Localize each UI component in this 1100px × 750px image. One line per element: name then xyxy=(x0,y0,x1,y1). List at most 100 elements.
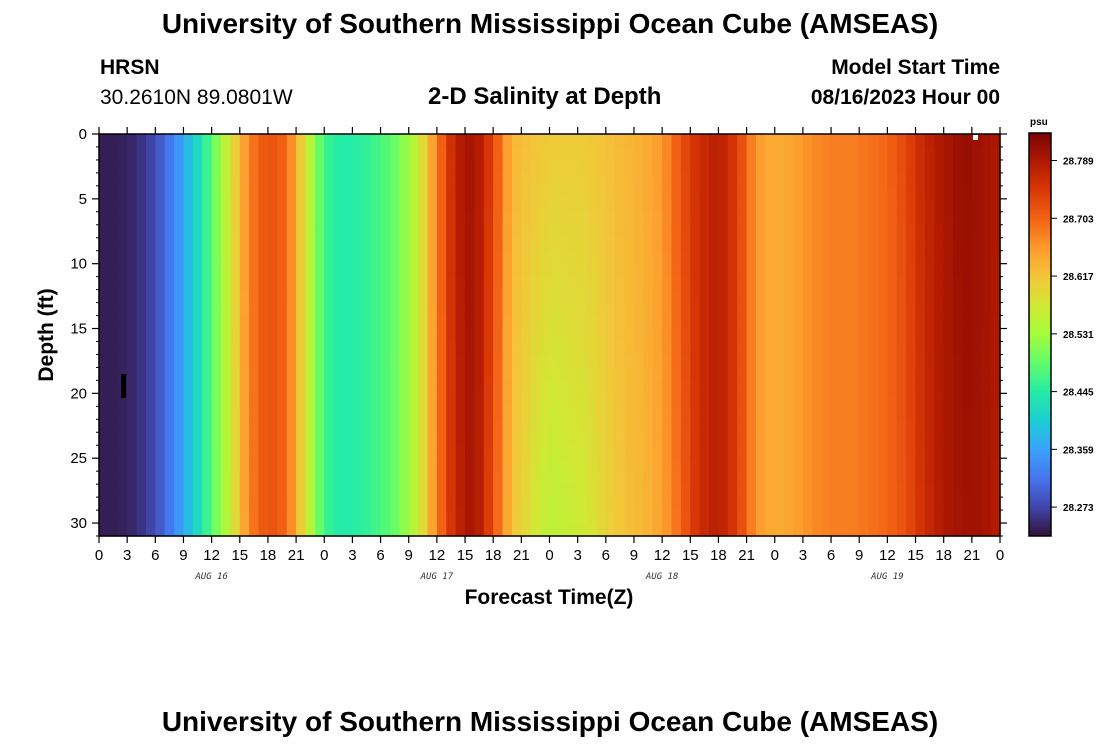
heatmap-cell xyxy=(774,185,785,200)
heatmap-cell xyxy=(511,432,522,446)
heatmap-cell xyxy=(915,185,926,200)
heatmap-cell xyxy=(465,302,476,317)
heatmap-cell xyxy=(962,289,973,304)
heatmap-cell xyxy=(990,237,1001,252)
heatmap-cell xyxy=(840,354,851,369)
heatmap-cell xyxy=(943,172,954,187)
heatmap-cell xyxy=(596,263,607,278)
heatmap-cell xyxy=(784,406,795,420)
heatmap-cell xyxy=(343,134,354,148)
heatmap-cell xyxy=(868,393,879,407)
heatmap-cell xyxy=(774,445,785,459)
heatmap-cell xyxy=(962,198,973,213)
heatmap-cell xyxy=(577,302,588,317)
heatmap-cell xyxy=(868,354,879,369)
heatmap-cell xyxy=(474,289,485,304)
heatmap-cell xyxy=(436,523,447,537)
heatmap-cell xyxy=(662,211,673,226)
heatmap-cell xyxy=(990,523,1001,537)
heatmap-cell xyxy=(971,134,982,148)
heatmap-cell xyxy=(324,354,335,369)
heatmap-cell xyxy=(577,276,588,291)
heatmap-cell xyxy=(774,159,785,174)
heatmap-cell xyxy=(305,484,316,498)
heatmap-cell xyxy=(737,185,748,200)
heatmap-cell xyxy=(953,341,964,356)
heatmap-cell xyxy=(127,237,138,252)
heatmap-cell xyxy=(680,510,691,524)
heatmap-cell xyxy=(493,497,504,511)
heatmap-cell xyxy=(249,159,260,174)
heatmap-cell xyxy=(511,302,522,317)
heatmap-cell xyxy=(868,185,879,200)
heatmap-cell xyxy=(427,510,438,524)
heatmap-cell xyxy=(596,289,607,304)
heatmap-cell xyxy=(249,458,260,472)
x-tick-label: 0 xyxy=(545,547,553,564)
heatmap-cell xyxy=(502,523,513,537)
heatmap-cell xyxy=(239,445,250,459)
heatmap-cell xyxy=(192,159,203,174)
heatmap-cell xyxy=(239,185,250,200)
heatmap-cell xyxy=(258,354,269,369)
heatmap-cell xyxy=(652,289,663,304)
heatmap-cell xyxy=(136,315,147,330)
heatmap-cell xyxy=(699,484,710,498)
heatmap-cell xyxy=(877,471,888,485)
heatmap-cell xyxy=(812,354,823,369)
heatmap-cell xyxy=(962,367,973,381)
heatmap-cell xyxy=(314,159,325,174)
heatmap-cell xyxy=(333,380,344,394)
heatmap-cell xyxy=(924,302,935,317)
heatmap-cell xyxy=(727,523,738,537)
heatmap-cell xyxy=(896,458,907,472)
heatmap-cell xyxy=(774,458,785,472)
heatmap-cell xyxy=(474,146,485,161)
heatmap-cell xyxy=(202,445,213,459)
heatmap-cell xyxy=(389,289,400,304)
heatmap-cell xyxy=(812,198,823,213)
heatmap-cell xyxy=(868,484,879,498)
heatmap-cell xyxy=(746,276,757,291)
heatmap-cell xyxy=(558,523,569,537)
heatmap-cell xyxy=(108,315,119,330)
heatmap-cell xyxy=(267,302,278,317)
heatmap-cell xyxy=(633,250,644,265)
heatmap-cell xyxy=(887,471,898,485)
heatmap-cell xyxy=(680,185,691,200)
heatmap-cell xyxy=(314,276,325,291)
heatmap-cell xyxy=(577,523,588,537)
heatmap-cell xyxy=(145,159,156,174)
heatmap-cell xyxy=(718,302,729,317)
heatmap-cell xyxy=(981,146,992,161)
heatmap-cell xyxy=(352,276,363,291)
heatmap-cell xyxy=(737,341,748,356)
heatmap-cell xyxy=(371,380,382,394)
heatmap-cell xyxy=(352,146,363,161)
heatmap-cell xyxy=(202,367,213,381)
heatmap-cell xyxy=(765,341,776,356)
heatmap-cell xyxy=(643,276,654,291)
heatmap-cell xyxy=(615,289,626,304)
heatmap-cell xyxy=(324,328,335,343)
heatmap-cell xyxy=(840,497,851,511)
heatmap-cell xyxy=(709,367,720,381)
heatmap-cell xyxy=(690,224,701,239)
heatmap-cell xyxy=(418,224,429,239)
heatmap-cell xyxy=(108,419,119,433)
heatmap-cell xyxy=(305,458,316,472)
heatmap-cell xyxy=(943,263,954,278)
heatmap-cell xyxy=(483,393,494,407)
heatmap-cell xyxy=(455,224,466,239)
heatmap-cell xyxy=(755,419,766,433)
heatmap-cell xyxy=(568,289,579,304)
heatmap-cell xyxy=(145,250,156,265)
heatmap-cell xyxy=(389,276,400,291)
heatmap-cell xyxy=(155,354,166,369)
heatmap-cell xyxy=(483,523,494,537)
heatmap-cell xyxy=(690,432,701,446)
heatmap-cell xyxy=(577,185,588,200)
heatmap-cell xyxy=(314,250,325,265)
heatmap-cell xyxy=(530,458,541,472)
heatmap-cell xyxy=(558,159,569,174)
